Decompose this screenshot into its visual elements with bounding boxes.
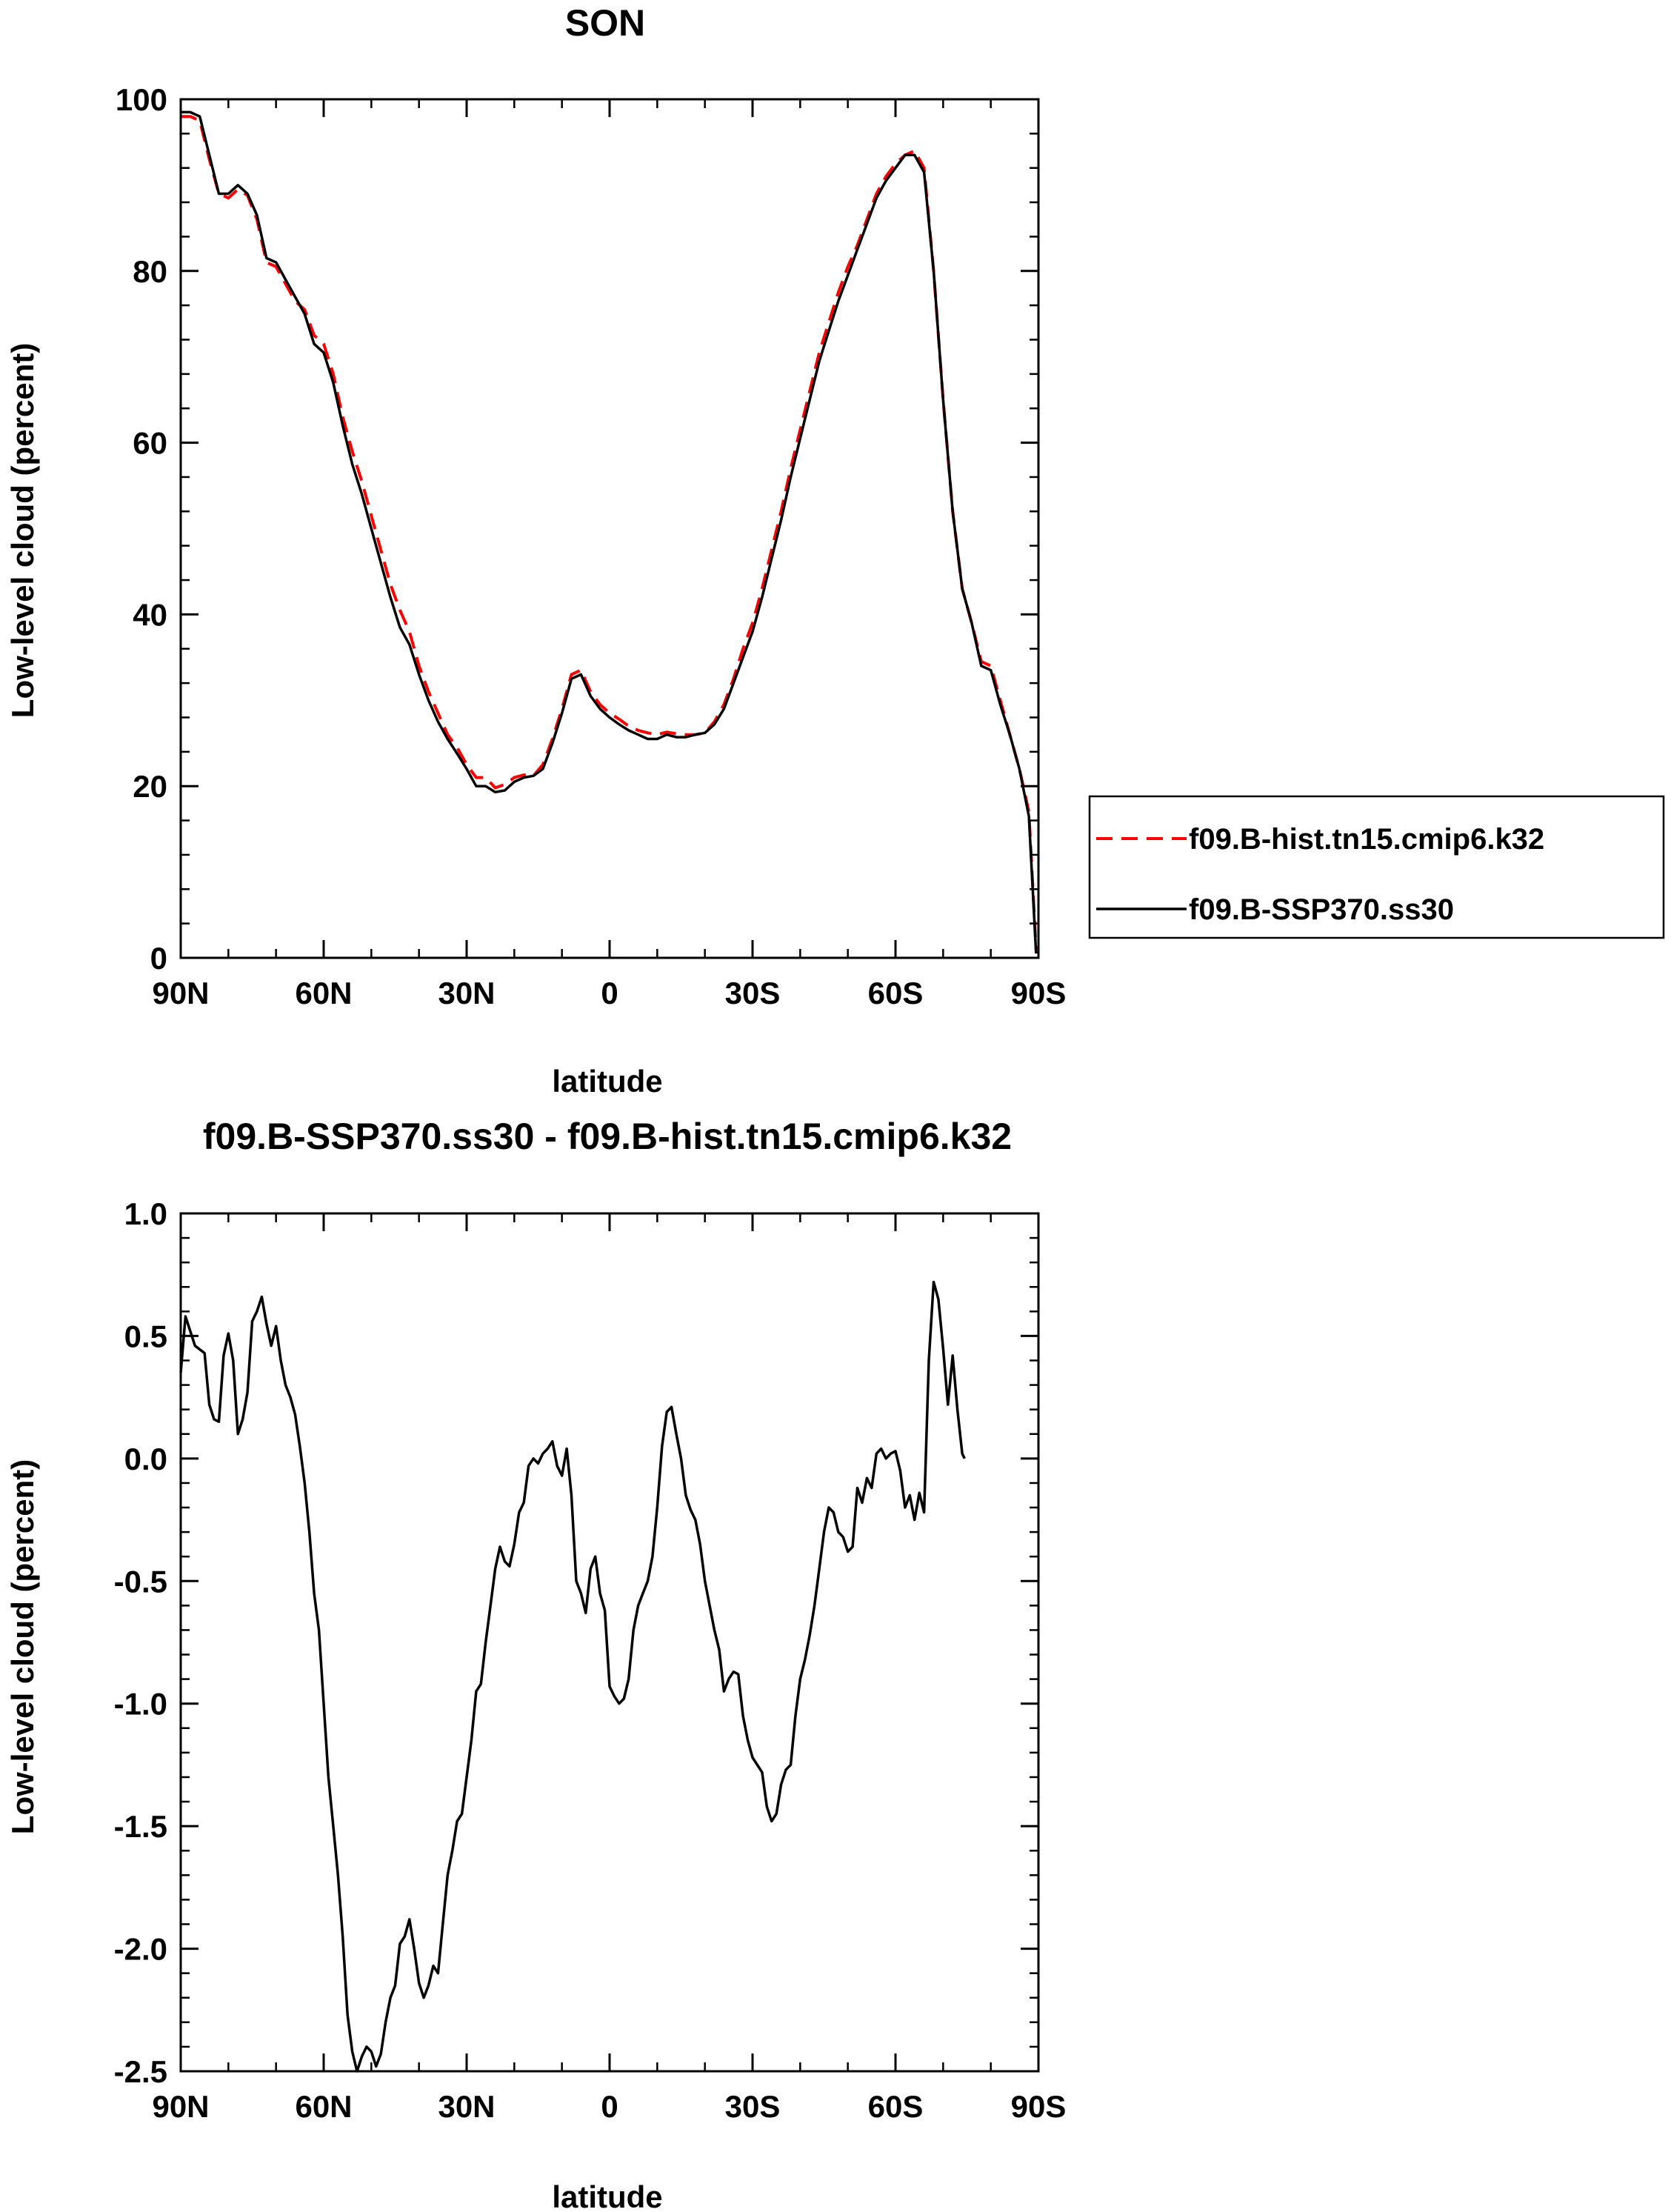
top-chart-title: SON xyxy=(565,2,645,44)
bottom-panel: f09.B-SSP370.ss30 - f09.B-hist.tn15.cmip… xyxy=(5,1116,1066,2212)
bottom-y-tick-label: 1.0 xyxy=(124,1196,167,1231)
top-y-tick-label: 80 xyxy=(133,254,167,289)
bottom-x-axis-label: latitude xyxy=(552,2179,662,2212)
top-x-tick-label: 60S xyxy=(868,976,924,1010)
bottom-y-tick-label: 0.0 xyxy=(124,1442,167,1476)
top-y-tick-label: 40 xyxy=(133,597,167,632)
top-series-line-0 xyxy=(181,115,1038,950)
top-x-tick-label: 0 xyxy=(601,976,618,1010)
bottom-y-tick-label: -0.5 xyxy=(114,1564,167,1599)
bottom-plot-area: 90N 60N 30N 0 30S 60S 90S 1.0 0.5 0.0 -0.5 -1.0 -1.5… xyxy=(114,1196,1067,2124)
bottom-x-tick-label: 60N xyxy=(295,2089,352,2124)
legend-label-hist: f09.B-hist.tn15.cmip6.k32 xyxy=(1189,823,1544,856)
top-x-tick-label: 90N xyxy=(152,976,209,1010)
bottom-x-tick-label: 0 xyxy=(601,2089,618,2124)
top-y-tick-label: 60 xyxy=(133,426,167,461)
bottom-x-tick-label: 90N xyxy=(152,2089,209,2124)
bottom-y-tick-label: -2.5 xyxy=(114,2054,167,2089)
legend-box xyxy=(1088,795,1665,939)
top-x-tick-label: 90S xyxy=(1011,976,1067,1010)
bottom-series-line-0 xyxy=(179,1280,966,2073)
bottom-x-tick-label: 90S xyxy=(1011,2089,1067,2124)
bottom-x-tick-label: 30S xyxy=(725,2089,781,2124)
top-x-axis-label: latitude xyxy=(552,1064,662,1099)
bottom-y-tick-label: -1.0 xyxy=(114,1687,167,1722)
bottom-y-tick-label: -2.0 xyxy=(114,1932,167,1967)
legend: f09.B-hist.tn15.cmip6.k32 f09.B-SSP370.s… xyxy=(1088,795,1665,939)
top-x-tick-label: 30N xyxy=(438,976,495,1010)
top-x-tick-label: 60N xyxy=(295,976,352,1010)
top-y-axis-label: Low-level cloud (percent) xyxy=(5,343,40,718)
top-series-line-1 xyxy=(181,110,1038,954)
bottom-chart-title: f09.B-SSP370.ss30 - f09.B-hist.tn15.cmip… xyxy=(203,1116,1012,1157)
top-panel: SON 90N 60N 30N 0 30S 60S 90S 0 20 40 60 80 100 lati… xyxy=(5,2,1066,1099)
top-y-tick-label: 0 xyxy=(150,941,167,976)
top-y-tick-label: 20 xyxy=(133,769,167,804)
legend-label-ssp370: f09.B-SSP370.ss30 xyxy=(1189,893,1454,926)
bottom-plot-frame xyxy=(179,1212,1040,2073)
bottom-y-axis-label: Low-level cloud (percent) xyxy=(5,1459,40,1834)
bottom-x-tick-label: 60S xyxy=(868,2089,924,2124)
top-plot-frame xyxy=(179,98,1040,959)
bottom-x-tick-label: 30N xyxy=(438,2089,495,2124)
bottom-y-tick-label: 0.5 xyxy=(124,1319,167,1353)
top-y-tick-label: 100 xyxy=(116,82,167,117)
bottom-y-tick-label: -1.5 xyxy=(114,1809,167,1844)
top-x-tick-label: 30S xyxy=(725,976,781,1010)
top-plot-area: 90N 60N 30N 0 30S 60S 90S 0 20 40 60 80 100 xyxy=(116,82,1066,1010)
